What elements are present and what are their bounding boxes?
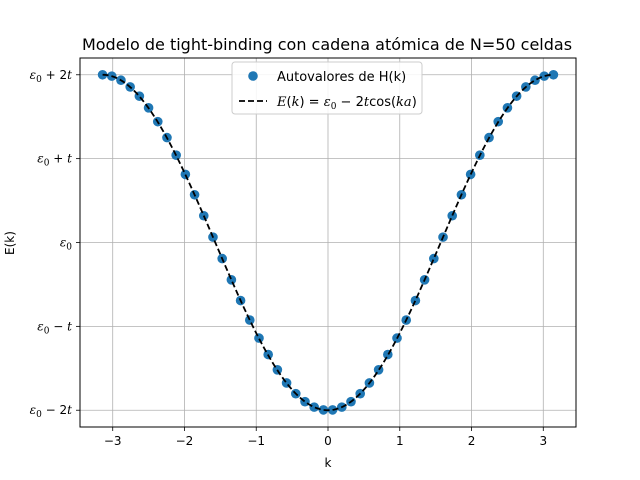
eigenvalue-point <box>309 402 319 412</box>
x-tick-label: 3 <box>539 434 547 448</box>
y-tick-label: ε0 − t <box>37 319 72 336</box>
eigenvalue-point <box>383 349 393 360</box>
legend-box <box>231 61 423 115</box>
legend-marker-eigenvalues <box>248 71 258 81</box>
data-layer <box>97 69 559 415</box>
eigenvalue-point <box>548 69 559 80</box>
eigenvalue-point <box>254 333 264 343</box>
y-axis-ticks: ε0 − 2t ε0 − t ε0 ε0 + t ε0 + 2t <box>30 68 80 420</box>
legend-label-dispersion: E(k) = ε0 − 2tcos(ka) <box>276 95 417 112</box>
eigenvalue-point <box>318 405 329 415</box>
eigenvalue-point <box>244 315 255 325</box>
x-tick-label: −1 <box>247 434 265 448</box>
eigenvalue-point <box>429 253 439 264</box>
x-tick-label: 1 <box>396 434 404 448</box>
chart-title: Modelo de tight-binding con cadena atómi… <box>82 35 572 54</box>
eigenvalue-point <box>530 75 540 86</box>
x-axis-ticks: −3 −2 −1 0 1 2 3 <box>104 427 547 448</box>
eigenvalue-point <box>226 275 237 285</box>
dispersion-curve <box>102 73 554 412</box>
x-tick-label: −3 <box>104 434 122 448</box>
eigenvalue-point <box>447 210 458 221</box>
y-tick-label: ε0 <box>60 236 72 253</box>
x-tick-label: 2 <box>468 434 476 448</box>
y-tick-label: ε0 − 2t <box>30 403 73 420</box>
eigenvalue-point <box>539 71 550 81</box>
legend: Autovalores de H(k) E(k) = ε0 − 2tcos(ka… <box>231 61 423 115</box>
legend-label-eigenvalues: Autovalores de H(k) <box>277 70 406 85</box>
y-tick-label: ε0 + t <box>37 152 72 169</box>
eigenvalue-point <box>410 295 421 306</box>
y-tick-label: ε0 + 2t <box>30 68 73 85</box>
y-axis-label: E(k) <box>3 231 17 255</box>
x-tick-label: −2 <box>176 434 194 448</box>
eigenvalue-point <box>180 169 191 180</box>
x-axis-label: k <box>325 456 332 470</box>
x-tick-label: 0 <box>324 434 332 448</box>
grid-lines <box>80 58 576 427</box>
